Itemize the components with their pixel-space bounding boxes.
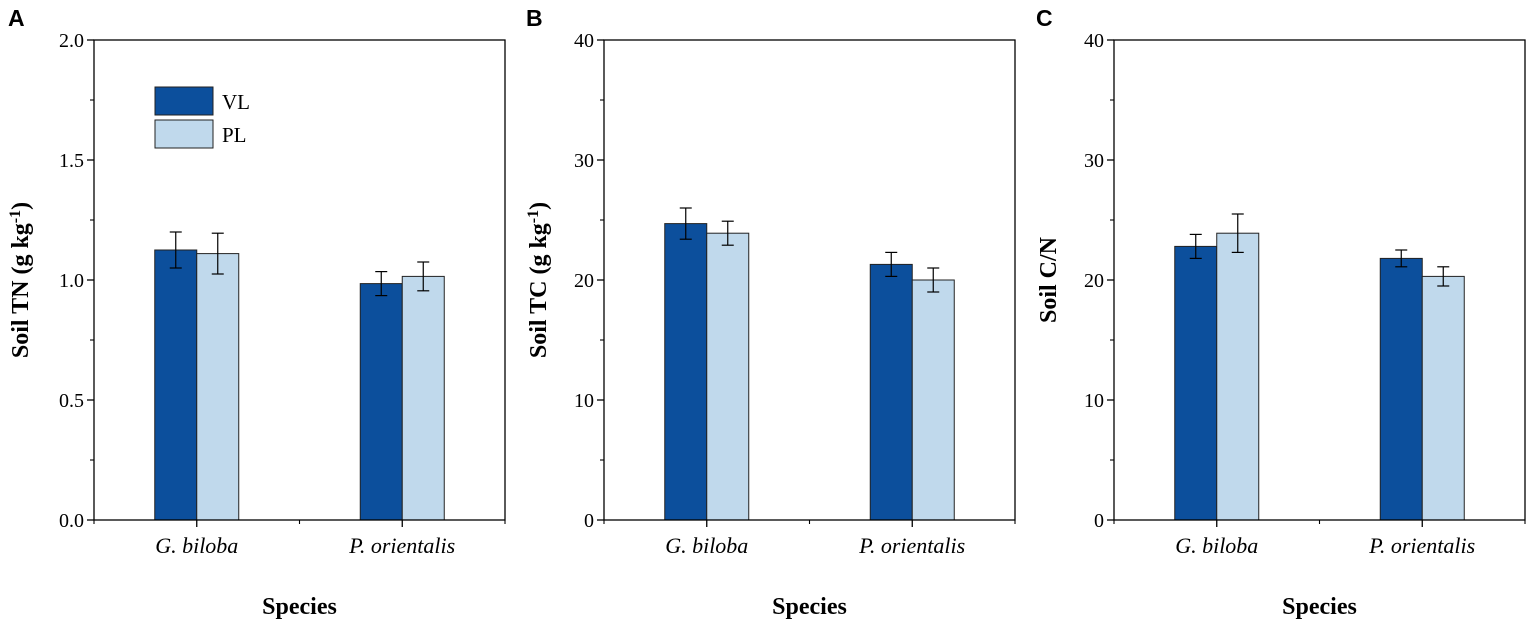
x-tick-label: G. biloba — [665, 533, 748, 558]
y-tick-label: 1.0 — [59, 270, 84, 292]
panel-b: B 0 10 20 30 40 G. biloba P. orientalis Species S… — [525, 5, 1016, 620]
panel-letter: A — [8, 5, 25, 31]
x-axis-title: Species — [262, 594, 337, 620]
legend-label-pl: PL — [222, 123, 247, 147]
bar-pl-1 — [706, 232, 750, 521]
y-tick-label: 40 — [1084, 30, 1104, 52]
y-tick-label: 1.5 — [59, 150, 84, 172]
x-tick-label: G. biloba — [1175, 533, 1258, 558]
bar-vl-1 — [154, 249, 198, 521]
y-tick-label: 10 — [574, 390, 594, 412]
y-tick-label: 40 — [574, 30, 594, 52]
y-axis-title: Soil TN (g kg-1) — [7, 202, 35, 358]
bar-vl-2 — [359, 283, 403, 521]
panel-a: A 0.0 0.5 1.0 1.5 2.0 G. biloba P. orientalis Sp… — [7, 5, 506, 620]
y-axis-title: Soil TC (g kg-1) — [525, 202, 553, 358]
bar-vl-2 — [869, 263, 913, 521]
bar-vl-2 — [1379, 257, 1423, 521]
y-tick-label: 30 — [1084, 150, 1104, 172]
bar-pl-1 — [1216, 232, 1260, 521]
y-axis-title: Soil C/N — [1036, 236, 1062, 323]
x-axis-title: Species — [772, 594, 847, 620]
bar-pl-2 — [1421, 275, 1465, 521]
y-tick-label: 0 — [1094, 510, 1104, 532]
x-tick-label: P. orientalis — [348, 533, 455, 558]
x-tick-label: G. biloba — [155, 533, 238, 558]
legend-swatch-vl — [154, 86, 214, 116]
panel-letter: B — [526, 5, 543, 31]
y-tick-label: 0 — [584, 510, 594, 532]
x-tick-label: P. orientalis — [1368, 533, 1475, 558]
bar-vl-1 — [1174, 245, 1218, 521]
bar-pl-2 — [911, 279, 955, 521]
panel-c: C 0 10 20 30 40 G. biloba P. orientalis Species S… — [1036, 5, 1526, 620]
y-tick-label: 20 — [574, 270, 594, 292]
bar-vl-1 — [664, 223, 708, 521]
y-tick-label: 30 — [574, 150, 594, 172]
y-tick-label: 10 — [1084, 390, 1104, 412]
y-tick-label: 20 — [1084, 270, 1104, 292]
y-tick-label: 0.0 — [59, 510, 84, 532]
bar-pl-2 — [401, 275, 445, 521]
legend-swatch-pl — [154, 119, 214, 149]
panel-letter: C — [1036, 5, 1053, 31]
legend-label-vl: VL — [222, 90, 250, 114]
x-axis-title: Species — [1282, 594, 1357, 620]
x-tick-label: P. orientalis — [858, 533, 965, 558]
y-tick-label: 0.5 — [59, 390, 84, 412]
bar-pl-1 — [196, 253, 240, 521]
y-tick-label: 2.0 — [59, 30, 84, 52]
